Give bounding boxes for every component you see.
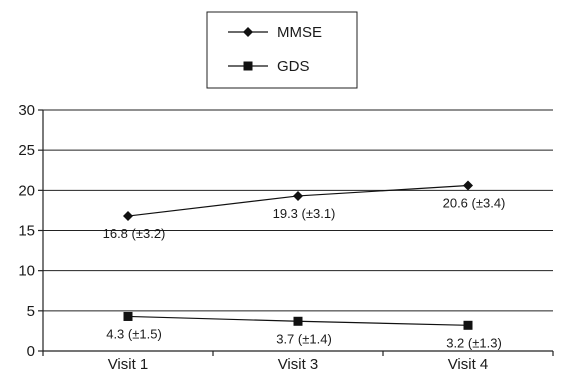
legend-box bbox=[206, 11, 358, 89]
series bbox=[123, 180, 473, 330]
legend-marker-mmse bbox=[243, 27, 253, 37]
y-tick-label: 15 bbox=[18, 223, 35, 240]
mmse-data-label: 16.8 (±3.2) bbox=[103, 226, 166, 241]
mmse-data-label: 20.6 (±3.4) bbox=[443, 196, 506, 211]
y-tick-label: 25 bbox=[18, 142, 35, 159]
mmse-point bbox=[123, 211, 133, 222]
gds-data-label: 4.3 (±1.5) bbox=[106, 326, 162, 341]
gridlines bbox=[43, 109, 553, 312]
gds-data-label: 3.7 (±1.4) bbox=[276, 331, 332, 346]
axes: 0 5 10 15 20 25 30 Visit 1 Visit 3 Visit 4 bbox=[18, 102, 554, 373]
legend-label-gds: GDS bbox=[277, 58, 310, 75]
legend: MMSE GDS bbox=[206, 11, 358, 89]
legend-marker-gds bbox=[243, 61, 253, 71]
data-labels: 16.8 (±3.2) 19.3 (±3.1) 20.6 (±3.4) 4.3 (±1… bbox=[103, 196, 506, 351]
y-tick-label: 5 bbox=[27, 303, 35, 320]
mmse-point bbox=[463, 180, 473, 191]
y-tick-label: 0 bbox=[27, 343, 35, 360]
gds-data-label: 3.2 (±1.3) bbox=[446, 335, 502, 350]
mmse-point bbox=[293, 190, 303, 201]
mmse-data-label: 19.3 (±3.1) bbox=[273, 206, 336, 221]
x-tick-label: Visit 4 bbox=[448, 356, 489, 373]
gds-point bbox=[463, 320, 473, 330]
legend-label-mmse: MMSE bbox=[277, 24, 322, 41]
y-tick-label: 20 bbox=[18, 182, 35, 199]
gds-point bbox=[123, 311, 133, 321]
y-tick-label: 30 bbox=[18, 102, 35, 119]
gds-point bbox=[293, 316, 303, 326]
x-tick-label: Visit 3 bbox=[278, 356, 319, 373]
y-tick-label: 10 bbox=[18, 263, 35, 280]
x-tick-label: Visit 1 bbox=[108, 356, 149, 373]
